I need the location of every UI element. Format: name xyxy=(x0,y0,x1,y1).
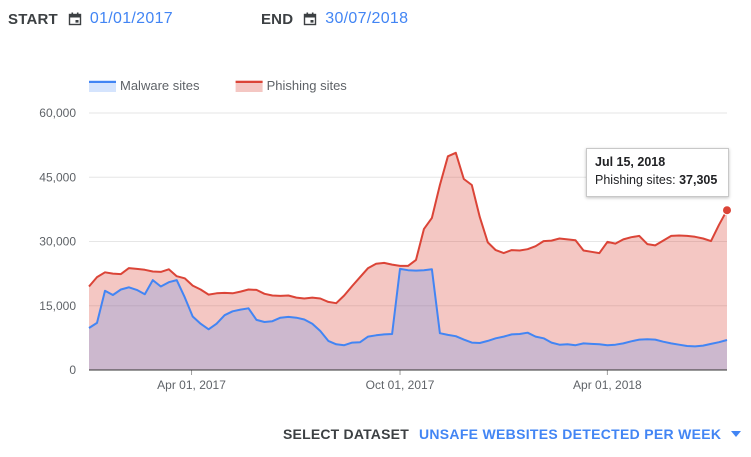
dataset-selector: SELECT DATASET UNSAFE WEBSITES DETECTED … xyxy=(283,426,742,442)
series-areas xyxy=(88,151,728,370)
start-date-label: START xyxy=(8,10,58,28)
y-tick-label: 60,000 xyxy=(39,106,76,120)
start-date-value[interactable]: 01/01/2017 xyxy=(89,10,173,27)
phishing-sites-area xyxy=(89,152,727,370)
end-date-value[interactable]: 30/07/2018 xyxy=(325,10,409,27)
tooltip-row: Phishing sites: 37,305 xyxy=(595,173,720,187)
legend-label: Malware sites xyxy=(120,78,200,93)
chevron-down-icon[interactable] xyxy=(731,431,742,437)
end-date-picker[interactable]: END 30/07/2018 xyxy=(261,10,408,28)
calendar-icon xyxy=(304,12,317,26)
hover-markers xyxy=(722,205,732,216)
x-tick-label: Apr 01, 2017 xyxy=(157,378,226,392)
tooltip-value: 37,305 xyxy=(679,173,718,187)
y-tick-label: 0 xyxy=(69,363,76,377)
axes: 0 15,000 30,000 45,000 60,000 Apr 01, 2017 Oct… xyxy=(39,106,727,392)
date-range-controls: START 01/01/2017 END 30/07/2018 xyxy=(8,10,408,28)
start-date-picker[interactable]: START 01/01/2017 xyxy=(8,10,173,28)
legend-label: Phishing sites xyxy=(267,78,348,93)
chart-tooltip: Jul 15, 2018 Phishing sites: 37,305 xyxy=(586,148,729,197)
hover-point xyxy=(722,205,732,216)
dataset-dropdown[interactable]: UNSAFE WEBSITES DETECTED PER WEEK xyxy=(418,426,722,442)
x-tick-label: Apr 01, 2018 xyxy=(573,378,642,392)
calendar-icon xyxy=(68,12,82,26)
legend: Malware sites Phishing sites xyxy=(89,78,347,93)
tooltip-label: Phishing sites: xyxy=(595,173,676,187)
malware-sites-line xyxy=(88,267,728,348)
x-tick-label: Oct 01, 2017 xyxy=(366,378,435,392)
phishing-sites-line xyxy=(88,151,728,305)
tooltip-date: Jul 15, 2018 xyxy=(595,155,666,169)
y-tick-label: 15,000 xyxy=(39,299,76,313)
dataset-label: SELECT DATASET xyxy=(283,426,409,442)
end-date-label: END xyxy=(260,10,294,28)
y-tick-label: 45,000 xyxy=(39,170,76,184)
y-tick-label: 30,000 xyxy=(39,235,76,249)
